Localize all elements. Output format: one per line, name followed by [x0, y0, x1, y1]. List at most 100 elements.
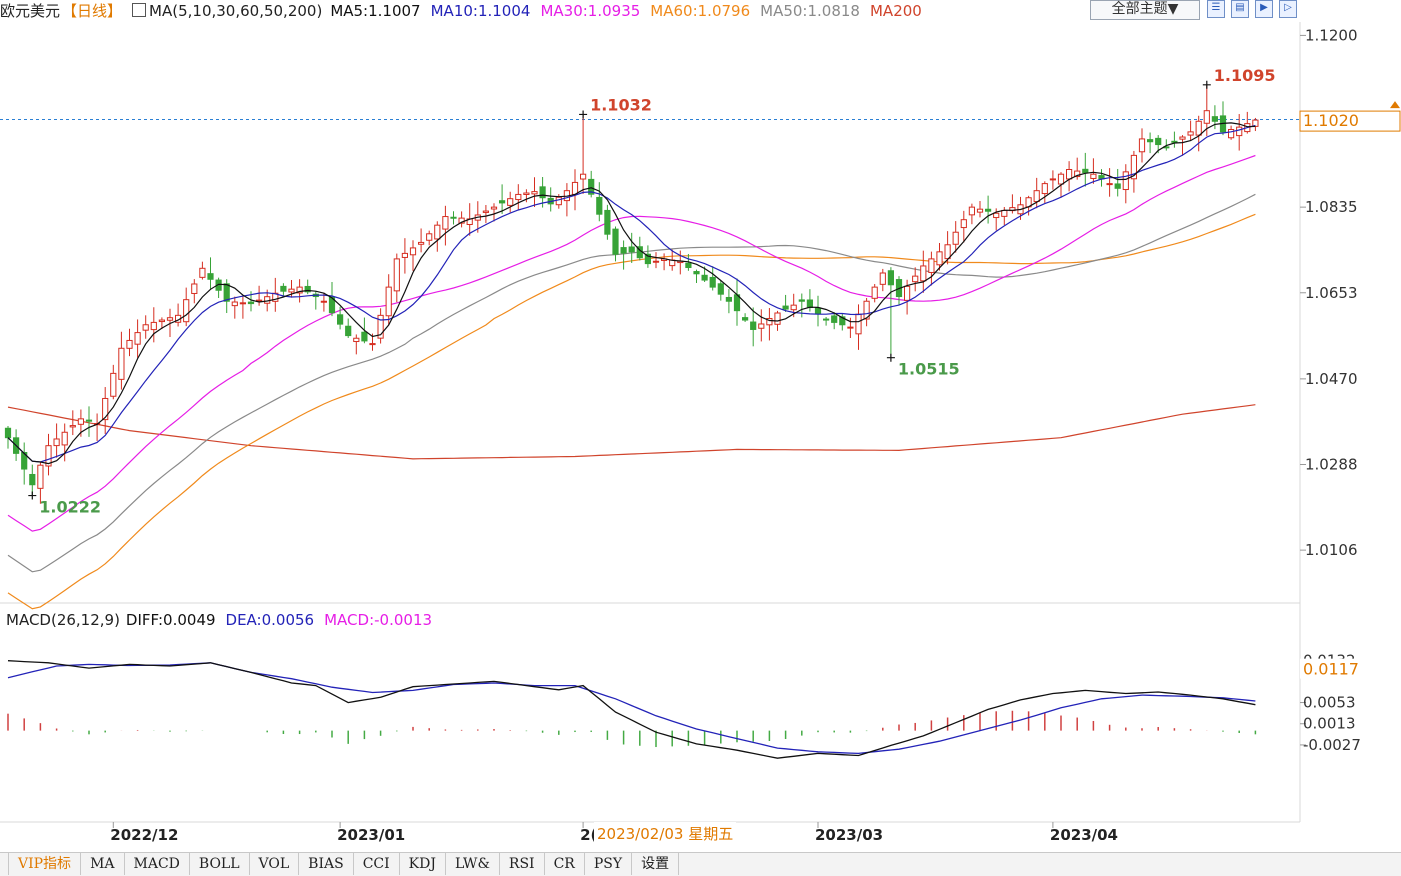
tab-ma[interactable]: MA: [81, 853, 125, 875]
period-label[interactable]: 【日线】: [62, 2, 123, 20]
date-label: 2023/03: [815, 826, 883, 844]
tab-vol[interactable]: VOL: [250, 853, 300, 875]
candle-down: [717, 283, 724, 295]
ma30-line: [7, 154, 1256, 532]
chart-toolbar-icon-1[interactable]: ☰: [1207, 0, 1225, 18]
date-label: 2(: [580, 826, 597, 844]
candle-up: [758, 323, 765, 329]
candle-down: [4, 427, 12, 439]
candle-up: [766, 317, 773, 326]
candle-up: [1130, 154, 1138, 180]
ma200-value: MA200: [869, 2, 922, 20]
candle-up: [442, 216, 449, 230]
high-annotation: 1.1032: [590, 95, 652, 114]
candle-down: [831, 315, 838, 323]
tab-bar-edge: ​: [0, 853, 9, 875]
candle-up: [110, 372, 117, 397]
candle-up: [1203, 110, 1210, 124]
tab-rsi[interactable]: RSI: [500, 853, 545, 875]
candle-up: [482, 210, 489, 213]
tab-psy[interactable]: PSY: [585, 853, 633, 875]
candle-up: [199, 267, 206, 278]
candle-up: [183, 299, 190, 323]
price-tick-label: 1.1200: [1305, 26, 1358, 44]
macd-title: MACD(26,12,9): [6, 611, 120, 629]
candle-down: [207, 273, 214, 280]
candle-up: [993, 212, 1000, 219]
macd-dea-value: DEA:0.0056: [225, 611, 315, 629]
chart-toolbar-icon-4[interactable]: ▷: [1279, 0, 1297, 18]
chart-toolbar-icon-2[interactable]: ▤: [1231, 0, 1249, 18]
candle-up: [385, 286, 392, 317]
candle-up: [393, 258, 400, 292]
low-annotation: 1.0515: [898, 360, 960, 379]
macd-value: MACD:-0.0013: [324, 611, 433, 629]
ma5-value: MA5:1.1007: [330, 2, 421, 20]
macd-tick-label: -0.0027: [1303, 736, 1361, 754]
candle-down: [345, 325, 352, 337]
candle-down: [823, 318, 830, 321]
candle-up: [239, 302, 247, 305]
tab-settings[interactable]: 设置: [632, 853, 680, 875]
candle-up: [490, 206, 498, 210]
tab-vip[interactable]: VIP指标: [9, 853, 82, 875]
candle-up: [256, 299, 263, 302]
candle-down: [304, 285, 311, 293]
theme-selector-button[interactable]: 全部主题▼: [1090, 0, 1200, 20]
candle-up: [920, 265, 927, 282]
candle-down: [644, 253, 651, 265]
candle-up: [879, 272, 886, 285]
tab-macd[interactable]: MACD: [125, 853, 190, 875]
extreme-marker-icon: [28, 491, 37, 500]
candle-up: [118, 347, 125, 380]
candle-up: [855, 313, 862, 335]
tab-boll[interactable]: BOLL: [190, 853, 250, 875]
tab-cr[interactable]: CR: [545, 853, 585, 875]
candle-down: [725, 296, 732, 302]
scroll-up-icon: [1390, 101, 1400, 109]
candle-down: [1171, 140, 1178, 143]
candle-down: [814, 307, 822, 315]
candle-up: [1195, 120, 1202, 136]
candle-up: [531, 191, 538, 195]
candle-up: [847, 326, 854, 329]
tab-kdj[interactable]: KDJ: [400, 853, 446, 875]
candle-up: [1252, 119, 1259, 127]
candle-up: [871, 286, 878, 299]
candle-down: [798, 299, 805, 302]
candle-down: [21, 452, 28, 470]
price-tick-label: 1.0835: [1305, 198, 1358, 216]
candle-down: [215, 279, 222, 291]
tab-bias[interactable]: BIAS: [299, 853, 354, 875]
candle-up: [126, 339, 133, 349]
ma-settings-icon[interactable]: [132, 3, 147, 17]
current-price-marker: 1.1020: [1303, 111, 1359, 130]
ma60-value: MA60:1.0796: [650, 2, 751, 20]
ma10-value: MA10:1.1004: [430, 2, 531, 20]
tab-cci[interactable]: CCI: [354, 853, 400, 875]
macd-tick-label: 0.0013: [1303, 715, 1356, 733]
candle-up: [555, 196, 562, 206]
candle-up: [418, 241, 425, 245]
candle-up: [1074, 170, 1081, 178]
candle-up: [1033, 190, 1040, 203]
candle-down: [985, 208, 992, 212]
tab-lw[interactable]: LW&: [446, 853, 500, 875]
candle-down: [499, 200, 506, 204]
candle-up: [61, 431, 68, 446]
candle-down: [620, 247, 627, 254]
date-label: 2022/12: [110, 826, 178, 844]
candle-down: [1147, 139, 1154, 143]
macd-tick-label: 0.0053: [1303, 694, 1356, 712]
candle-up: [774, 312, 781, 325]
date-label: 2023/01: [337, 826, 405, 844]
chart-toolbar-icon-3[interactable]: ▶: [1255, 0, 1273, 18]
candle-down: [806, 299, 813, 309]
candle-up: [1122, 171, 1129, 191]
candle-down: [1155, 137, 1162, 146]
candle-up: [960, 219, 967, 229]
candle-down: [450, 216, 457, 219]
candle-up: [264, 296, 271, 304]
high-annotation: 1.1095: [1214, 66, 1276, 85]
